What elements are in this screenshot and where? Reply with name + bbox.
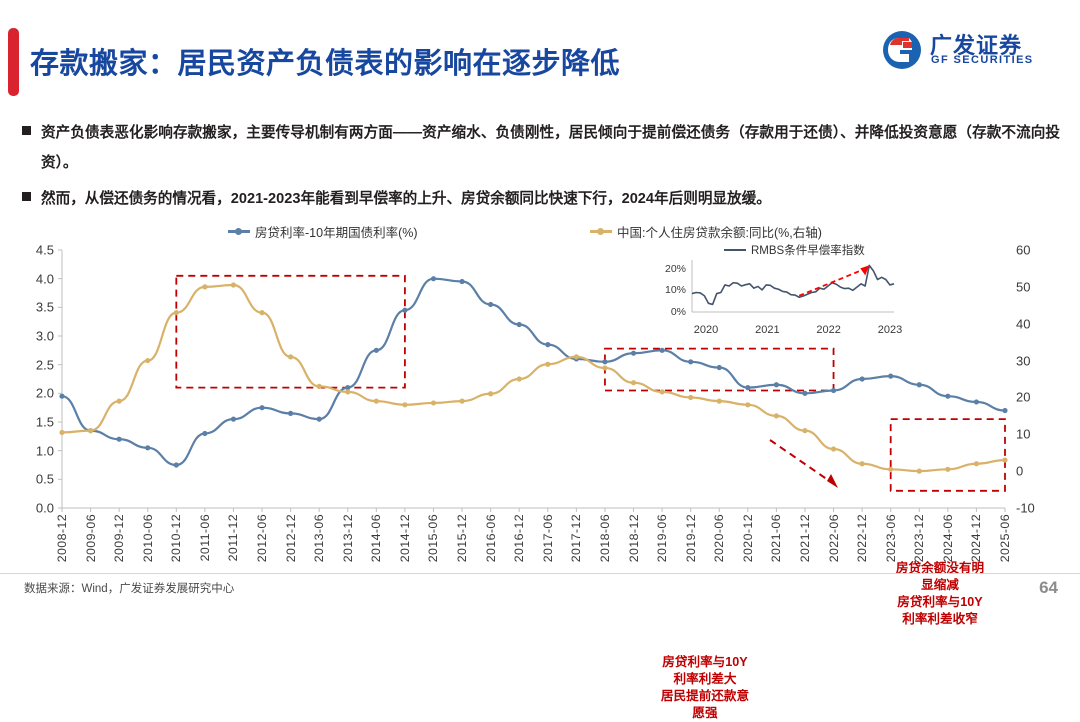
data-source: 数据来源：Wind，广发证券发展研究中心 xyxy=(24,583,235,595)
y2-axis-tick-label: 30 xyxy=(1016,353,1031,369)
legend-item-mortgage-spread: 房贷利率-10年期国债利率(%) xyxy=(228,222,418,241)
x-axis-tick-label: 2025-06 xyxy=(998,514,1012,563)
inset-plot xyxy=(691,260,895,313)
y-axis-tick-label: 3.0 xyxy=(35,328,54,344)
y2-axis-tick-label: 20 xyxy=(1016,389,1031,405)
inset-y-axis-tick-label: 0% xyxy=(670,306,686,318)
y2-axis-tick-label: 0 xyxy=(1016,463,1024,479)
bullet-list: 资产负债表恶化影响存款搬家，主要传导机制有两方面——资产缩水、负债刚性，居民倾向… xyxy=(22,118,1060,220)
x-axis-tick-label: 2024-12 xyxy=(969,514,984,563)
x-axis-tick-label: 2019-06 xyxy=(655,514,670,563)
inset-y-axis-tick-label: 10% xyxy=(664,284,686,297)
legend-label: 中国:个人住房贷款余额:同比(%,右轴) xyxy=(617,226,822,240)
x-axis-tick-label: 2015-06 xyxy=(426,514,441,563)
inset-legend-swatch-icon xyxy=(724,249,746,251)
x-axis-tick-label: 2013-12 xyxy=(340,514,355,563)
x-axis-tick-label: 2011-06 xyxy=(197,514,212,562)
chart-container: 房贷利率-10年期国债利率(%) 中国:个人住房贷款余额:同比(%,右轴) 0.… xyxy=(0,222,1080,720)
annotation-balance-stable: 房贷余额没有明 显缩减 房贷利率与10Y 利率利差收窄 xyxy=(895,561,985,626)
annotation-spread-large: 房贷利率与10Y 利率利差大 居民提前还款意 愿强 xyxy=(660,655,750,720)
x-axis-tick-label: 2024-06 xyxy=(940,514,955,563)
bullet-square-icon xyxy=(22,192,31,201)
x-axis-tick-label: 2010-06 xyxy=(140,514,155,563)
legend-label: 房贷利率-10年期国债利率(%) xyxy=(255,226,418,240)
title-accent-bar xyxy=(8,28,19,96)
inset-legend: RMBS条件早偿率指数 xyxy=(724,242,865,258)
y-axis-tick-label: 0.0 xyxy=(35,500,54,516)
slide: 存款搬家：居民资产负债表的影响在逐步降低 广发证券 GF SECURITIES … xyxy=(0,28,1080,720)
inset-y-axis-tick-label: 20% xyxy=(664,262,686,275)
y-axis-tick-label: 4.0 xyxy=(35,271,54,287)
bullet-text: 然而，从偿还债务的情况看，2021-2023年能看到早偿率的上升、房贷余额同比快… xyxy=(41,191,771,207)
company-logo: 广发证券 GF SECURITIES xyxy=(882,28,1052,74)
x-axis-tick-label: 2017-12 xyxy=(569,514,584,563)
y2-axis-tick-label: 10 xyxy=(1016,426,1031,442)
x-axis-tick-label: 2010-12 xyxy=(169,514,184,563)
inset-x-axis-tick-label: 2022 xyxy=(816,324,841,336)
y-axis-tick-label: 2.0 xyxy=(35,385,54,401)
x-axis-tick-label: 2012-12 xyxy=(283,514,298,563)
y-axis-tick-label: 1.0 xyxy=(35,443,54,459)
y-axis-tick-label: 4.5 xyxy=(35,242,54,258)
y2-axis-tick-label: -10 xyxy=(1016,500,1035,516)
gf-logo-icon xyxy=(883,31,921,69)
x-axis-tick-label: 2009-06 xyxy=(83,514,98,563)
footer-divider xyxy=(0,573,1080,574)
y2-axis-tick-label: 40 xyxy=(1016,316,1031,332)
y2-axis-tick-label: 60 xyxy=(1016,242,1031,258)
x-axis-tick-label: 2012-06 xyxy=(255,514,270,563)
x-axis-tick-label: 2022-12 xyxy=(855,514,870,563)
logo-name-cn: 广发证券 xyxy=(930,33,1023,58)
bullet-item: 资产负债表恶化影响存款搬家，主要传导机制有两方面——资产缩水、负债刚性，居民倾向… xyxy=(22,118,1060,178)
x-axis-tick-label: 2014-12 xyxy=(397,514,412,563)
x-axis-tick-label: 2015-12 xyxy=(455,514,470,563)
x-axis-tick-label: 2019-12 xyxy=(683,514,698,563)
x-axis-tick-label: 2018-12 xyxy=(626,514,641,563)
x-axis-tick-label: 2011-12 xyxy=(226,514,241,562)
y-axis-tick-label: 3.5 xyxy=(35,299,54,315)
x-axis-tick-label: 2023-06 xyxy=(883,514,898,563)
x-axis-tick-label: 2009-12 xyxy=(112,514,127,563)
bullet-square-icon xyxy=(22,126,31,135)
page-number: 64 xyxy=(1039,578,1058,597)
x-axis-tick-label: 2014-06 xyxy=(369,514,384,563)
legend-item-mortgage-balance: 中国:个人住房贷款余额:同比(%,右轴) xyxy=(590,222,822,241)
inset-chart-container: RMBS条件早偿率指数 0% 10% 20% 2020 2021 2022 2023 xyxy=(662,242,903,342)
y-axis-tick-label: 1.5 xyxy=(35,414,54,430)
inset-x-axis-tick-label: 2023 xyxy=(877,324,903,336)
page-title: 存款搬家：居民资产负债表的影响在逐步降低 xyxy=(30,48,621,80)
x-axis-tick-label: 2020-12 xyxy=(740,514,755,563)
x-axis-tick-label: 2017-06 xyxy=(540,514,555,563)
x-axis-tick-label: 2021-12 xyxy=(797,514,812,563)
y-axis-tick-label: 0.5 xyxy=(35,471,54,487)
x-axis-tick-label: 2016-12 xyxy=(512,514,527,563)
chart-legend: 房贷利率-10年期国债利率(%) 中国:个人住房贷款余额:同比(%,右轴) xyxy=(0,222,1080,244)
legend-swatch-blue-icon xyxy=(228,228,250,234)
y2-axis-tick-label: 50 xyxy=(1016,279,1031,295)
logo-name-en: GF SECURITIES xyxy=(931,54,1034,66)
x-axis-tick-label: 2013-06 xyxy=(312,514,327,563)
x-axis-tick-label: 2020-06 xyxy=(712,514,727,563)
x-axis-tick-label: 2008-12 xyxy=(55,514,69,563)
chart-plot xyxy=(58,249,1008,512)
inset-x-axis-tick-label: 2020 xyxy=(693,324,719,336)
x-axis-tick-label: 2016-06 xyxy=(483,514,498,563)
inset-legend-label: RMBS条件早偿率指数 xyxy=(751,245,865,257)
inset-x-axis-tick-label: 2021 xyxy=(755,324,780,336)
x-axis-tick-label: 2021-06 xyxy=(769,514,784,563)
legend-swatch-gold-icon xyxy=(590,228,612,234)
y-axis-tick-label: 2.5 xyxy=(35,357,54,373)
x-axis-tick-label: 2022-06 xyxy=(826,514,841,563)
x-axis-tick-label: 2023-12 xyxy=(912,514,927,563)
x-axis-tick-label: 2018-06 xyxy=(597,514,612,563)
bullet-text: 资产负债表恶化影响存款搬家，主要传导机制有两方面——资产缩水、负债刚性，居民倾向… xyxy=(41,125,1060,171)
bullet-item: 然而，从偿还债务的情况看，2021-2023年能看到早偿率的上升、房贷余额同比快… xyxy=(22,184,1060,214)
